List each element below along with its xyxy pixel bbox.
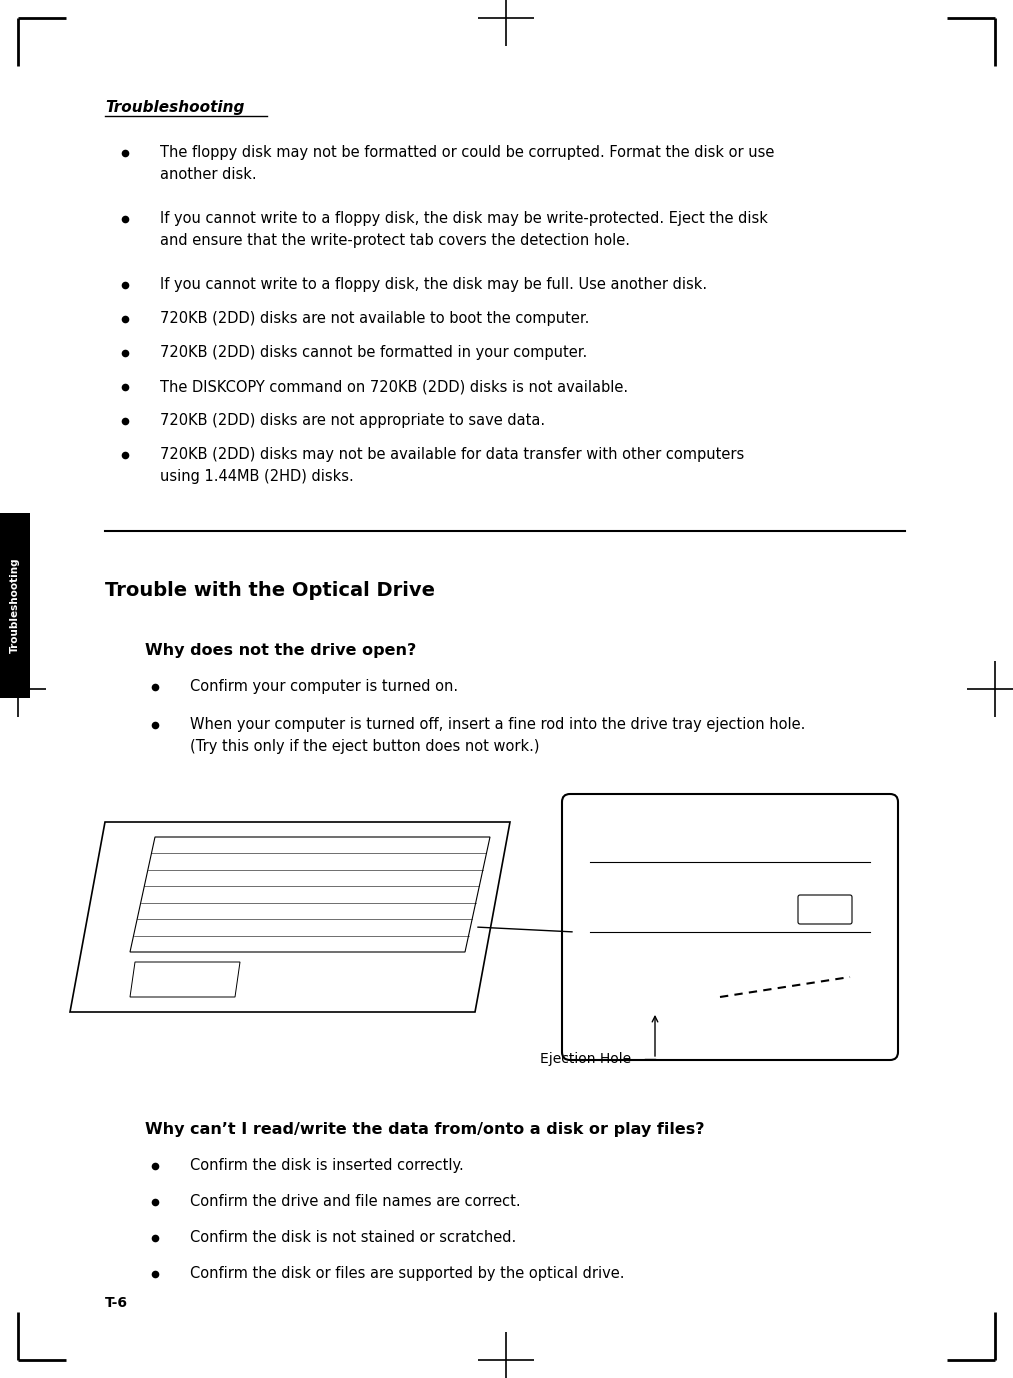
Text: If you cannot write to a floppy disk, the disk may be write-protected. Eject the: If you cannot write to a floppy disk, th… (160, 211, 768, 226)
Text: and ensure that the write-protect tab covers the detection hole.: and ensure that the write-protect tab co… (160, 233, 630, 248)
Text: Confirm the drive and file names are correct.: Confirm the drive and file names are cor… (190, 1193, 521, 1209)
Text: Confirm the disk is not stained or scratched.: Confirm the disk is not stained or scrat… (190, 1231, 517, 1244)
Text: 720KB (2DD) disks are not available to boot the computer.: 720KB (2DD) disks are not available to b… (160, 311, 590, 327)
Text: 720KB (2DD) disks cannot be formatted in your computer.: 720KB (2DD) disks cannot be formatted in… (160, 344, 588, 360)
Text: (Try this only if the eject button does not work.): (Try this only if the eject button does … (190, 739, 540, 754)
Text: T-6: T-6 (105, 1295, 128, 1310)
Text: another disk.: another disk. (160, 167, 256, 182)
Text: The DISKCOPY command on 720KB (2DD) disks is not available.: The DISKCOPY command on 720KB (2DD) disk… (160, 379, 628, 394)
FancyBboxPatch shape (562, 794, 898, 1060)
FancyBboxPatch shape (0, 513, 30, 699)
Text: Why can’t I read/write the data from/onto a disk or play files?: Why can’t I read/write the data from/ont… (145, 1122, 704, 1137)
Text: Trouble with the Optical Drive: Trouble with the Optical Drive (105, 582, 435, 599)
Text: Confirm your computer is turned on.: Confirm your computer is turned on. (190, 679, 458, 695)
Text: Troubleshooting: Troubleshooting (10, 558, 20, 653)
Text: 720KB (2DD) disks may not be available for data transfer with other computers: 720KB (2DD) disks may not be available f… (160, 446, 745, 462)
Text: Confirm the disk or files are supported by the optical drive.: Confirm the disk or files are supported … (190, 1266, 624, 1282)
Text: Ejection Hole: Ejection Hole (540, 1051, 631, 1067)
Text: Why does not the drive open?: Why does not the drive open? (145, 644, 416, 659)
Text: Troubleshooting: Troubleshooting (105, 101, 244, 114)
Text: 720KB (2DD) disks are not appropriate to save data.: 720KB (2DD) disks are not appropriate to… (160, 413, 545, 429)
Text: using 1.44MB (2HD) disks.: using 1.44MB (2HD) disks. (160, 469, 354, 484)
Text: Confirm the disk is inserted correctly.: Confirm the disk is inserted correctly. (190, 1158, 464, 1173)
Text: The floppy disk may not be formatted or could be corrupted. Format the disk or u: The floppy disk may not be formatted or … (160, 145, 774, 160)
Text: When your computer is turned off, insert a fine rod into the drive tray ejection: When your computer is turned off, insert… (190, 717, 805, 732)
Text: If you cannot write to a floppy disk, the disk may be full. Use another disk.: If you cannot write to a floppy disk, th… (160, 277, 707, 292)
